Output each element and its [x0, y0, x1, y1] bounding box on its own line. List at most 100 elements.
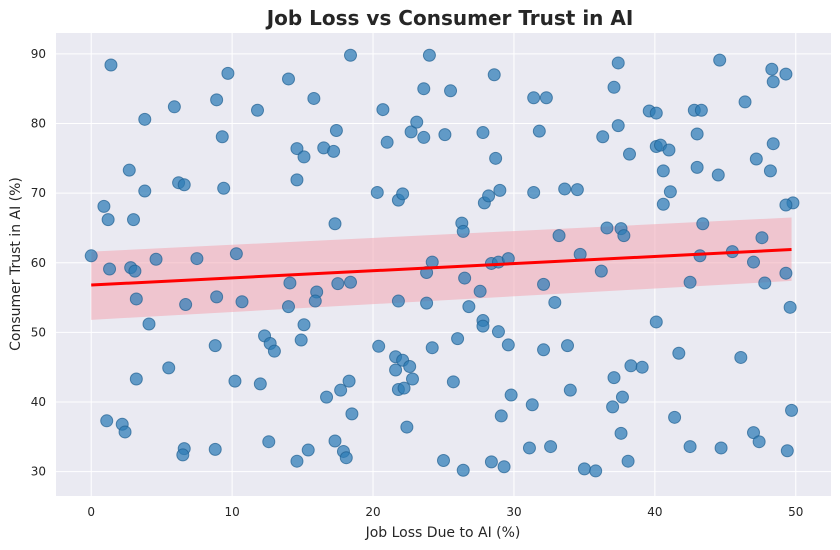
scatter-point: [403, 359, 417, 373]
scatter-point: [438, 128, 452, 142]
scatter-point: [563, 383, 577, 397]
scatter-point: [262, 435, 276, 449]
scatter-point: [444, 84, 458, 98]
scatter-point: [397, 381, 411, 395]
scatter-point: [297, 318, 311, 332]
scatter-point: [621, 454, 635, 468]
scatter-point: [656, 197, 670, 211]
scatter-point: [229, 247, 243, 261]
scatter-point: [179, 298, 193, 312]
scatter-point: [527, 91, 541, 105]
scatter-point: [417, 82, 431, 96]
scatter-point: [437, 453, 450, 467]
scatter-point: [539, 91, 553, 105]
scatter-point: [489, 151, 503, 165]
scatter-point: [404, 125, 418, 139]
y-axis-ticks: 30 40 50 60 70 80 90: [31, 47, 46, 479]
scatter-point: [122, 163, 136, 177]
scatter-point: [228, 374, 242, 388]
scatter-point: [217, 181, 231, 195]
scatter-point: [548, 295, 562, 309]
scatter-point: [307, 91, 321, 105]
scatter-point: [176, 448, 190, 462]
scatter-point: [167, 100, 181, 114]
scatter-point: [766, 137, 780, 151]
scatter-point: [129, 292, 143, 306]
scatter-point: [283, 276, 297, 290]
scatter-point: [683, 440, 697, 454]
scatter-point: [100, 414, 114, 428]
scatter-point: [396, 187, 410, 201]
scatter-point: [482, 189, 496, 203]
y-tick-label: 30: [31, 465, 46, 479]
scatter-point: [328, 217, 342, 231]
scatter-point: [215, 130, 229, 144]
scatter-point: [501, 338, 515, 352]
scatter-point: [235, 295, 249, 309]
scatter-point: [446, 375, 460, 389]
scatter-point: [532, 124, 546, 138]
x-tick-label: 0: [87, 505, 95, 519]
y-tick-label: 80: [31, 117, 46, 131]
chart-title: Job Loss vs Consumer Trust in AI: [265, 6, 634, 30]
scatter-point: [162, 361, 176, 375]
scatter-point: [391, 294, 405, 308]
scatter-point: [425, 341, 439, 355]
scatter-point: [779, 67, 793, 81]
scatter-point: [527, 185, 541, 199]
scatter-point: [600, 221, 614, 235]
scatter-point: [747, 255, 760, 269]
y-tick-label: 90: [31, 47, 46, 61]
scatter-point: [149, 252, 163, 266]
scatter-point: [210, 93, 224, 107]
y-tick-label: 60: [31, 256, 46, 270]
scatter-point: [267, 344, 281, 358]
scatter-point: [342, 374, 356, 388]
scatter-point: [765, 62, 779, 76]
scatter-point: [662, 143, 676, 157]
scatter-point: [476, 126, 490, 140]
scatter-point: [290, 173, 304, 187]
scatter-point: [624, 359, 638, 373]
y-axis-label: Consumer Trust in AI (%): [8, 177, 24, 351]
scatter-point: [611, 119, 625, 133]
scatter-point: [372, 339, 386, 353]
scatter-point: [522, 441, 536, 455]
scatter-point: [84, 249, 98, 263]
scatter-point: [752, 435, 766, 449]
scatter-point: [422, 48, 436, 62]
scatter-point: [190, 252, 204, 266]
scatter-point: [525, 398, 539, 412]
scatter-point: [389, 363, 403, 377]
scatter-point: [683, 275, 697, 289]
scatter-point: [607, 371, 621, 385]
scatter-point: [606, 400, 620, 414]
scatter-point: [570, 183, 584, 197]
scatter-point: [558, 182, 572, 196]
scatter-point: [253, 377, 267, 391]
scatter-point: [749, 152, 763, 166]
scatter-point: [290, 454, 304, 468]
scatter-point: [649, 106, 663, 120]
scatter-point: [484, 455, 498, 469]
scatter-point: [690, 127, 704, 141]
scatter-point: [101, 213, 115, 227]
scatter-point: [406, 372, 419, 386]
scatter-point: [128, 264, 142, 278]
scatter-point: [617, 229, 631, 243]
scatter-point: [690, 160, 704, 174]
y-tick-label: 70: [31, 186, 46, 200]
scatter-point: [127, 213, 140, 227]
scatter-point: [714, 441, 728, 455]
x-tick-label: 40: [647, 505, 662, 519]
scatter-point: [103, 262, 117, 276]
scatter-point: [282, 72, 295, 86]
x-tick-label: 10: [224, 505, 239, 519]
scatter-point: [344, 48, 357, 62]
scatter-point: [104, 58, 118, 72]
y-tick-label: 50: [31, 325, 46, 339]
scatter-point: [497, 460, 511, 474]
scatter-point: [345, 407, 359, 421]
scatter-point: [696, 217, 710, 231]
